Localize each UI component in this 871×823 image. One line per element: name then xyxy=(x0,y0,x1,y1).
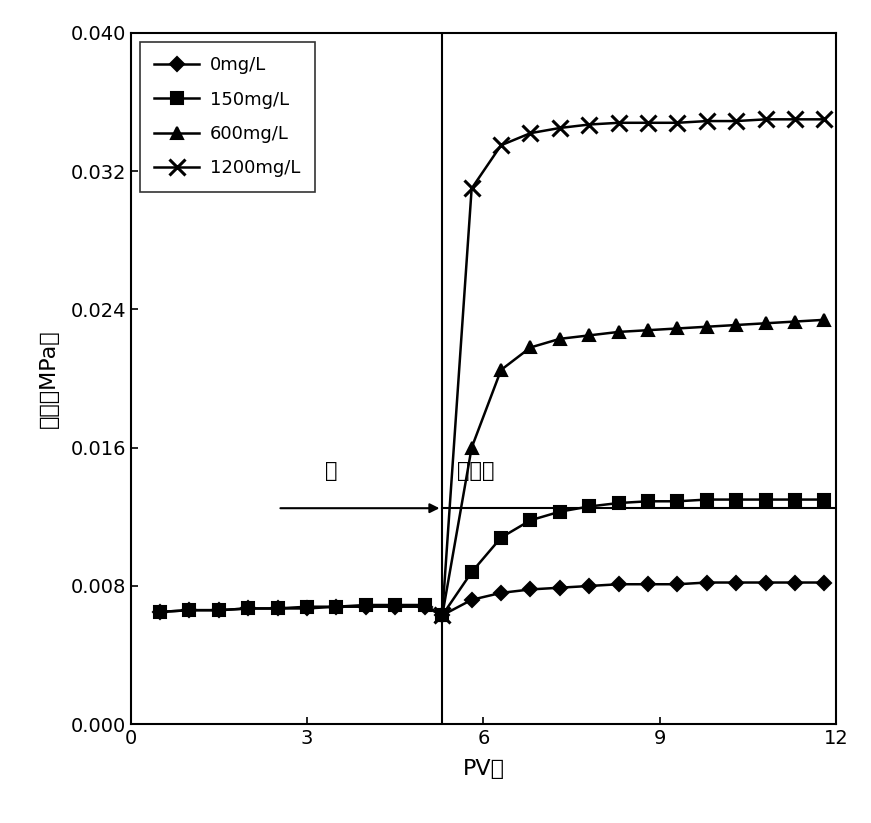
1200mg/L xyxy=(790,114,800,124)
150mg/L xyxy=(613,498,624,508)
0mg/L xyxy=(361,602,371,611)
150mg/L xyxy=(790,495,800,504)
150mg/L xyxy=(273,603,283,613)
0mg/L xyxy=(155,607,165,617)
0mg/L xyxy=(731,578,741,588)
1200mg/L xyxy=(555,123,565,133)
0mg/L xyxy=(760,578,771,588)
150mg/L xyxy=(555,507,565,517)
600mg/L xyxy=(613,327,624,337)
0mg/L xyxy=(420,602,430,611)
150mg/L xyxy=(184,605,194,615)
600mg/L xyxy=(643,325,653,335)
Legend: 0mg/L, 150mg/L, 600mg/L, 1200mg/L: 0mg/L, 150mg/L, 600mg/L, 1200mg/L xyxy=(139,42,315,192)
1200mg/L xyxy=(672,118,683,128)
Line: 150mg/L: 150mg/L xyxy=(154,494,830,621)
150mg/L xyxy=(361,600,371,610)
0mg/L xyxy=(301,603,312,613)
600mg/L xyxy=(467,443,477,453)
150mg/L xyxy=(390,600,401,610)
1200mg/L xyxy=(701,116,712,126)
1200mg/L xyxy=(525,128,536,138)
150mg/L xyxy=(243,603,253,613)
1200mg/L xyxy=(613,118,624,128)
600mg/L xyxy=(819,315,829,325)
Line: 1200mg/L: 1200mg/L xyxy=(435,112,832,623)
600mg/L xyxy=(701,322,712,332)
0mg/L xyxy=(467,595,477,605)
0mg/L xyxy=(819,578,829,588)
1200mg/L xyxy=(437,611,448,621)
1200mg/L xyxy=(467,184,477,193)
600mg/L xyxy=(731,320,741,330)
0mg/L xyxy=(273,603,283,613)
0mg/L xyxy=(496,588,506,597)
150mg/L xyxy=(213,605,224,615)
150mg/L xyxy=(420,600,430,610)
150mg/L xyxy=(301,602,312,611)
1200mg/L xyxy=(760,114,771,124)
150mg/L xyxy=(731,495,741,504)
600mg/L xyxy=(555,334,565,344)
Line: 600mg/L: 600mg/L xyxy=(436,314,831,621)
0mg/L xyxy=(643,579,653,589)
Text: 注: 注 xyxy=(325,461,337,481)
150mg/L xyxy=(584,501,594,511)
150mg/L xyxy=(672,496,683,506)
0mg/L xyxy=(672,579,683,589)
0mg/L xyxy=(213,605,224,615)
0mg/L xyxy=(331,602,341,611)
600mg/L xyxy=(525,342,536,352)
X-axis label: PV数: PV数 xyxy=(463,759,504,779)
150mg/L xyxy=(437,611,448,621)
600mg/L xyxy=(437,611,448,621)
0mg/L xyxy=(613,579,624,589)
1200mg/L xyxy=(819,114,829,124)
0mg/L xyxy=(243,603,253,613)
150mg/L xyxy=(496,532,506,542)
1200mg/L xyxy=(496,141,506,151)
0mg/L xyxy=(790,578,800,588)
0mg/L xyxy=(555,583,565,593)
600mg/L xyxy=(672,323,683,333)
0mg/L xyxy=(525,584,536,594)
600mg/L xyxy=(584,331,594,341)
0mg/L xyxy=(584,581,594,591)
0mg/L xyxy=(701,578,712,588)
0mg/L xyxy=(390,602,401,611)
150mg/L xyxy=(467,567,477,577)
Text: 后续水: 后续水 xyxy=(457,461,495,481)
150mg/L xyxy=(525,515,536,525)
Y-axis label: 压力（MPa）: 压力（MPa） xyxy=(39,329,59,428)
150mg/L xyxy=(819,495,829,504)
1200mg/L xyxy=(731,116,741,126)
150mg/L xyxy=(760,495,771,504)
0mg/L xyxy=(184,605,194,615)
150mg/L xyxy=(155,607,165,617)
1200mg/L xyxy=(643,118,653,128)
150mg/L xyxy=(331,602,341,611)
1200mg/L xyxy=(584,119,594,129)
600mg/L xyxy=(760,319,771,328)
Line: 0mg/L: 0mg/L xyxy=(155,578,829,621)
150mg/L xyxy=(643,496,653,506)
600mg/L xyxy=(496,365,506,375)
0mg/L xyxy=(437,611,448,621)
150mg/L xyxy=(701,495,712,504)
600mg/L xyxy=(790,317,800,327)
